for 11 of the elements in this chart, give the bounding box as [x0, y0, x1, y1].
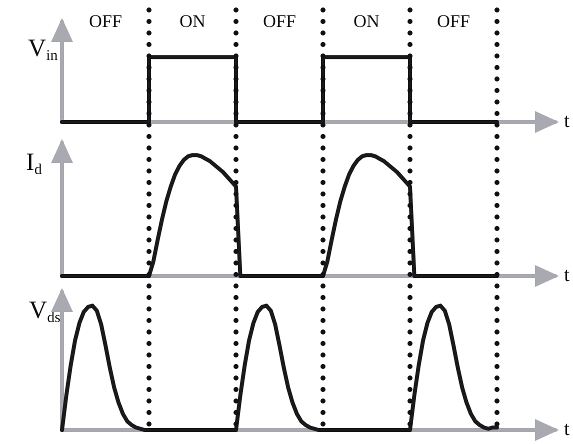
x-axis-title: t — [564, 264, 570, 286]
text: ON — [354, 11, 380, 31]
text: ON — [180, 11, 206, 31]
text: OFF — [89, 11, 122, 31]
y-axis-title: I$_{d}$ — [26, 149, 42, 178]
y-axis-title: V$_{in}$ — [28, 35, 58, 64]
x-axis-title: t — [564, 418, 570, 440]
y-axis-title: V$_{ds}$ — [29, 297, 60, 326]
text: OFF — [437, 11, 470, 31]
text: OFF — [263, 11, 296, 31]
x-axis-title: t — [564, 110, 570, 132]
